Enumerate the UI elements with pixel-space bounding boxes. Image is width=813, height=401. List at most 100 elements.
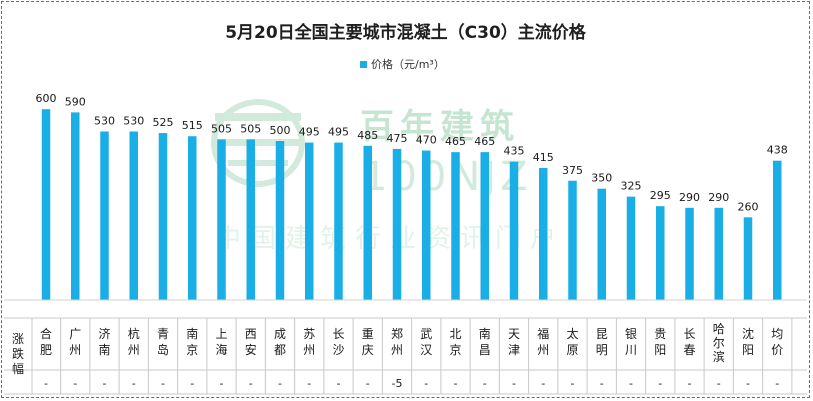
change-value: - [337,377,341,390]
change-value: - [424,377,428,390]
change-value: - [366,377,370,390]
change-value: - [688,377,692,390]
category-label: 南 [98,342,110,357]
change-value: - [103,377,107,390]
category-label: 津 [508,343,520,357]
bar-value-label: 485 [357,129,378,142]
bar-value-label: 325 [621,180,642,193]
bar [626,196,636,300]
bar-value-label: 470 [416,134,437,147]
category-label: 海 [215,342,227,357]
bar [597,188,606,300]
chart-legend: 价格（元/m³） [360,56,445,72]
change-value: - [483,377,487,390]
change-value: - [571,377,575,390]
bar [773,160,782,300]
category-label: 肥 [40,343,52,357]
bar-value-label: 495 [328,126,349,139]
category-label: 庆 [362,343,374,357]
category-label: 贵 [654,327,666,341]
change-value: - [775,377,779,390]
category-label: 川 [625,343,637,357]
category-label: 南 [186,326,198,341]
category-label: 长 [683,327,695,341]
bar [217,139,226,300]
bar-value-label: 505 [211,122,232,135]
category-label: 上 [215,327,227,341]
category-label: 春 [683,343,695,357]
bar-value-label: 525 [153,116,174,129]
category-label: 京 [186,343,198,357]
category-label: 滨 [713,349,725,364]
category-label: 杭 [128,326,140,341]
bar [363,145,372,300]
bar [246,139,255,300]
bar-value-label: 500 [270,124,291,137]
bar [714,207,723,300]
category-label: 北 [449,327,461,341]
category-label: 沙 [332,343,344,357]
category-label: 太 [566,326,578,341]
bar-value-label: 438 [767,144,788,157]
bar-value-label: 515 [182,119,203,132]
category-label: 青 [157,327,169,341]
bar [129,131,138,300]
change-value: - [629,377,633,390]
change-value: - [161,377,165,390]
bar-value-label: 530 [94,114,115,127]
category-label: 重 [362,327,374,341]
change-value: - [454,377,458,390]
table-row-label: 跌 [12,346,24,361]
category-label: 汉 [420,343,432,357]
category-label: 苏 [303,327,315,341]
bar [158,133,168,300]
category-label: 广 [69,327,81,341]
bar [685,207,694,300]
category-label: 济 [98,326,110,341]
category-label: 阳 [742,343,754,357]
category-label: 均 [771,327,783,341]
bar-value-label: 530 [123,114,144,127]
bar-value-label: 435 [504,145,525,158]
category-label: 成 [274,327,286,341]
category-label: 州 [391,343,403,357]
bar-value-label: 260 [738,200,759,213]
change-value: - [746,377,750,390]
category-label: 长 [332,327,344,341]
bar-value-label: 465 [474,135,495,148]
change-value: - [73,377,77,390]
chart-title: 5月20日全国主要城市混凝土（C30）主流价格 [225,23,586,43]
change-value: - [132,377,136,390]
bar [656,206,665,300]
bar-value-label: 465 [445,135,466,148]
change-value: - [278,377,282,390]
change-value: - [717,377,721,390]
category-label: 哈 [713,322,725,336]
table-row-label: 幅 [12,361,24,376]
legend-label: 价格（元/m³） [371,58,445,71]
change-value: - [190,377,194,390]
bar-value-label: 495 [299,126,320,139]
bar [41,109,51,300]
category-label: 银 [625,327,637,341]
bar-value-label: 475 [387,132,408,145]
category-label: 昌 [479,343,491,357]
change-value: - [541,377,545,390]
change-value: - [658,377,662,390]
bar [334,142,343,300]
category-label: 明 [596,343,608,357]
bar-value-label: 295 [650,189,671,202]
bar-value-label: 415 [533,151,554,164]
bar-value-label: 350 [591,172,612,185]
category-label: 合 [40,326,52,341]
change-value: - [220,377,224,390]
change-value: - [307,377,311,390]
bar [100,131,109,300]
change-value: - [44,377,48,390]
category-label: 都 [274,343,286,357]
bar [451,152,460,300]
change-value: - [512,377,516,390]
bar [275,141,285,300]
bar [188,136,197,300]
